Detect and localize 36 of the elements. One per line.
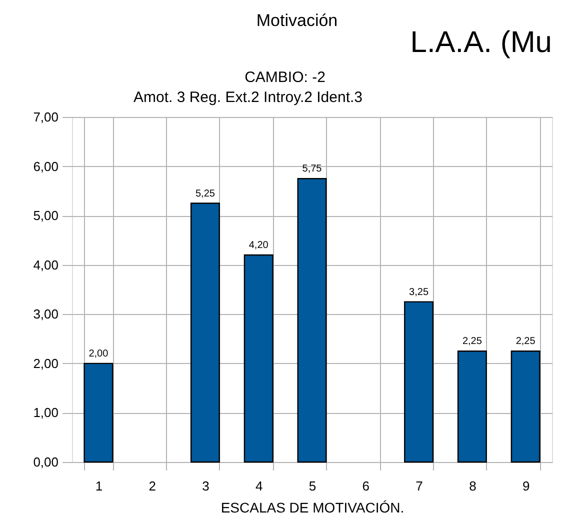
bar [297,178,327,463]
text: L.A.A. (Mu [410,26,552,59]
y-tick-label: 6,00 [33,158,58,174]
data-label: 2,25 [462,336,482,348]
y-tick-label: 0,00 [33,454,58,470]
y-tick-label: 1,00 [33,405,58,420]
x-tick-label: 9 [522,478,530,494]
data-label: 5,25 [195,188,216,200]
data-label: 2,00 [88,348,109,360]
chart-title: Motivación [256,11,338,30]
x-tick-label: 5 [308,478,316,494]
bar [404,301,434,463]
x-axis-title: ESCALAS DE MOTIVACIÓN. [220,500,404,516]
bar [190,202,220,463]
x-tick-label: 1 [95,478,103,494]
x-tick-label: 3 [202,478,210,494]
chart-subtitle: CAMBIO: -2 [244,69,326,86]
data-label: 2,25 [516,336,536,348]
data-label: 5,75 [302,164,322,175]
data-label: 4,20 [248,240,269,251]
x-tick-label: 7 [416,478,423,494]
text: Amot. 3 Reg. Ext.2 Introy.2 Ident.3 [133,89,363,106]
y-tick-label: 3,00 [33,306,58,322]
bar [84,362,114,463]
bar [244,254,274,463]
data-label: 3,25 [409,286,429,298]
bar [510,350,540,463]
y-tick-label: 2,00 [33,356,58,371]
y-tick-label: 5,00 [33,208,58,224]
x-tick-label: 2 [148,478,156,494]
y-tick-label: 7,00 [33,110,58,124]
y-tick-label: 4,00 [33,257,58,272]
x-tick-label: 6 [362,478,370,494]
x-tick-label: 8 [469,478,476,494]
bar [457,350,487,463]
x-tick-label: 4 [255,478,263,494]
